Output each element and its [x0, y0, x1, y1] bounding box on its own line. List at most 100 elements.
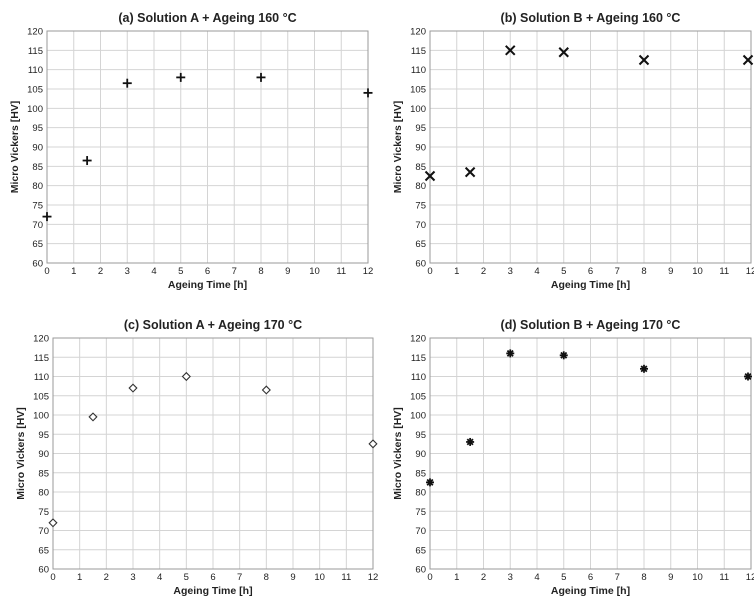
x-tick-label-9: 9: [668, 572, 673, 583]
chart-panel-b: 0 1 2 3 4 5 6 7 8 9 10 11 12606570758085909510010511…: [392, 11, 754, 291]
y-tick-label-0: 60: [415, 565, 426, 576]
x-tick-label-1: 1: [71, 266, 76, 277]
data-point-3: [176, 72, 186, 82]
gridlines: [429, 337, 752, 570]
y-tick-label-2: 70: [415, 220, 426, 231]
x-tick-label-7: 7: [237, 572, 242, 583]
chart-title: (b) Solution B + Ageing 160 °C: [501, 11, 681, 25]
data-point-4: [261, 385, 271, 395]
data-point-3: [558, 47, 569, 58]
data-point-0: [48, 518, 58, 528]
y-tick-label-0: 60: [415, 259, 426, 270]
y-axis-label: Micro Vickers [HV]: [9, 101, 21, 194]
y-axis-label: Micro Vickers [HV]: [392, 407, 404, 500]
x-axis-label: Ageing Time [h]: [551, 585, 630, 597]
x-axis-label: Ageing Time [h]: [551, 279, 630, 291]
x-tick-label-0: 0: [427, 572, 432, 583]
data-point-1: [464, 166, 476, 178]
y-tick-label-6: 90: [415, 143, 426, 154]
y-tick-label-10: 110: [34, 372, 49, 383]
x-tick-label-12: 12: [368, 572, 379, 583]
y-tick-label-4: 80: [415, 181, 426, 192]
y-tick-label-1: 65: [32, 239, 43, 250]
y-tick-label-10: 110: [28, 65, 43, 76]
x-axis-label: Ageing Time [h]: [168, 279, 247, 291]
y-tick-label-7: 95: [38, 430, 49, 441]
y-tick-label-5: 85: [415, 468, 426, 479]
y-tick-label-4: 80: [32, 181, 43, 192]
data-point-5: [744, 372, 752, 381]
plot-frame: [46, 30, 369, 264]
data-point-5: [742, 54, 754, 66]
y-tick-label-12: 120: [410, 334, 426, 345]
chart-title: (d) Solution B + Ageing 170 °C: [501, 318, 681, 332]
data-point-4: [256, 72, 266, 82]
y-tick-label-7: 95: [415, 430, 426, 441]
y-tick-label-11: 115: [28, 46, 43, 57]
chart-panel-a: 0 1 2 3 4 5 6 7 8 9 10 11 12606570758085909510010511…: [9, 11, 373, 291]
data-point-2: [122, 78, 132, 88]
y-tick-label-9: 105: [410, 391, 426, 402]
y-tick-label-5: 85: [38, 468, 49, 479]
y-tick-label-1: 65: [415, 239, 426, 250]
y-tick-label-3: 75: [415, 201, 426, 212]
x-tick-label-6: 6: [210, 572, 215, 583]
y-tick-label-5: 85: [32, 162, 43, 173]
data-point-5: [368, 439, 378, 449]
x-tick-label-1: 1: [454, 572, 459, 583]
x-tick-label-10: 10: [309, 266, 320, 277]
y-tick-label-8: 100: [27, 104, 43, 115]
data-point-4: [640, 364, 648, 373]
chart-title: (c) Solution A + Ageing 170 °C: [124, 318, 302, 332]
chart-title: (a) Solution A + Ageing 160 °C: [118, 11, 296, 25]
data-series: [42, 72, 373, 222]
x-tick-label-4: 4: [534, 572, 539, 583]
x-tick-label-9: 9: [290, 572, 295, 583]
x-tick-label-9: 9: [668, 266, 673, 277]
x-tick-label-0: 0: [50, 572, 55, 583]
x-tick-label-11: 11: [341, 572, 351, 583]
y-tick-label-5: 85: [415, 162, 426, 173]
y-tick-label-2: 70: [32, 220, 43, 231]
data-point-2: [506, 349, 515, 358]
data-point-2: [505, 45, 516, 56]
y-tick-label-9: 105: [410, 85, 426, 96]
x-tick-label-6: 6: [205, 266, 210, 277]
y-tick-label-4: 80: [38, 488, 49, 499]
x-tick-label-3: 3: [508, 266, 513, 277]
gridlines: [46, 30, 369, 264]
x-tick-label-2: 2: [98, 266, 103, 277]
x-tick-label-11: 11: [719, 572, 729, 583]
y-tick-label-4: 80: [415, 488, 426, 499]
plot-frame: [52, 337, 374, 570]
y-axis-label: Micro Vickers [HV]: [15, 407, 27, 500]
y-tick-label-9: 105: [33, 391, 49, 402]
x-tick-label-7: 7: [615, 266, 620, 277]
x-tick-label-3: 3: [130, 572, 135, 583]
data-point-3: [181, 371, 191, 382]
y-tick-label-9: 105: [27, 85, 43, 96]
x-tick-label-4: 4: [534, 266, 539, 277]
x-tick-label-11: 11: [336, 266, 346, 277]
chart-panel-c: 0 1 2 3 4 5 6 7 8 9 10 11 12606570758085909510010511…: [15, 318, 378, 597]
y-tick-label-11: 115: [411, 46, 426, 57]
x-tick-label-2: 2: [481, 266, 486, 277]
x-tick-label-7: 7: [615, 572, 620, 583]
data-point-0: [424, 170, 436, 182]
x-tick-label-8: 8: [264, 572, 269, 583]
y-tick-label-10: 110: [411, 65, 426, 76]
data-series: [48, 371, 378, 528]
x-tick-label-12: 12: [363, 266, 374, 277]
data-point-2: [128, 383, 138, 393]
x-tick-label-8: 8: [258, 266, 263, 277]
y-tick-label-0: 60: [38, 565, 49, 576]
y-tick-label-12: 120: [410, 27, 426, 38]
plot-frame: [429, 337, 752, 570]
x-tick-label-8: 8: [641, 266, 646, 277]
gridlines: [429, 30, 752, 264]
x-tick-label-5: 5: [184, 572, 189, 583]
y-tick-label-2: 70: [38, 526, 49, 537]
x-tick-label-9: 9: [285, 266, 290, 277]
y-tick-label-6: 90: [32, 143, 43, 154]
x-tick-label-8: 8: [641, 572, 646, 583]
